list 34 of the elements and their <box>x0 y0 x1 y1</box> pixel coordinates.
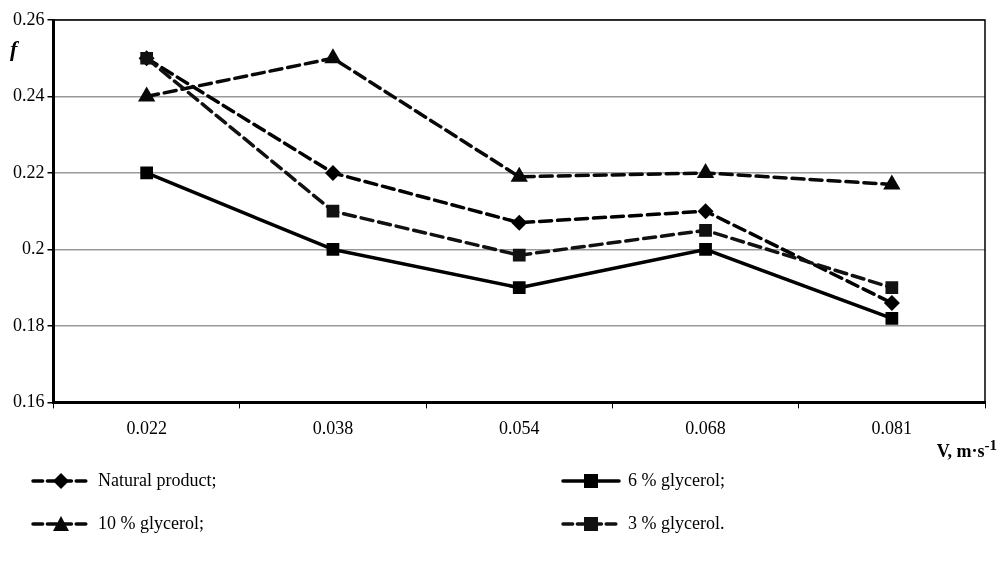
point <box>326 204 340 218</box>
point <box>699 223 712 237</box>
y-tick-label: 0.26 <box>13 8 45 29</box>
legend-label: 10 % glycerol; <box>98 513 204 534</box>
x-axis-title: V, m·s$^{-1}$ <box>936 437 997 462</box>
point <box>697 203 714 220</box>
x-tick-label: 0.022 <box>126 417 167 438</box>
point <box>512 281 526 295</box>
point <box>699 243 712 256</box>
point <box>326 243 340 256</box>
y-tick-label: 0.16 <box>13 391 45 412</box>
legend-label: 6 % glycerol; <box>628 470 725 491</box>
y-tick-label: 0.18 <box>13 314 45 335</box>
point <box>885 311 899 325</box>
point <box>137 86 156 102</box>
point <box>324 48 342 64</box>
x-tick-label: 0.038 <box>312 417 354 438</box>
point <box>511 214 528 231</box>
legend-label: 3 % glycerol. <box>628 513 725 534</box>
y-tick-label: 0.2 <box>22 238 45 259</box>
point <box>883 174 901 190</box>
x-tick-label: 0.068 <box>685 417 726 438</box>
legend-label: Natural product; <box>98 470 217 491</box>
point <box>510 166 528 182</box>
point <box>140 166 154 180</box>
point <box>512 248 526 262</box>
point <box>885 281 899 295</box>
point <box>324 164 341 181</box>
y-tick-label: 0.24 <box>13 85 45 106</box>
x-tick-label: 0.081 <box>871 417 913 438</box>
y-tick-label: 0.22 <box>13 161 45 182</box>
point <box>883 294 900 311</box>
y-axis-title: f <box>10 36 18 62</box>
x-tick-label: 0.054 <box>499 417 540 438</box>
